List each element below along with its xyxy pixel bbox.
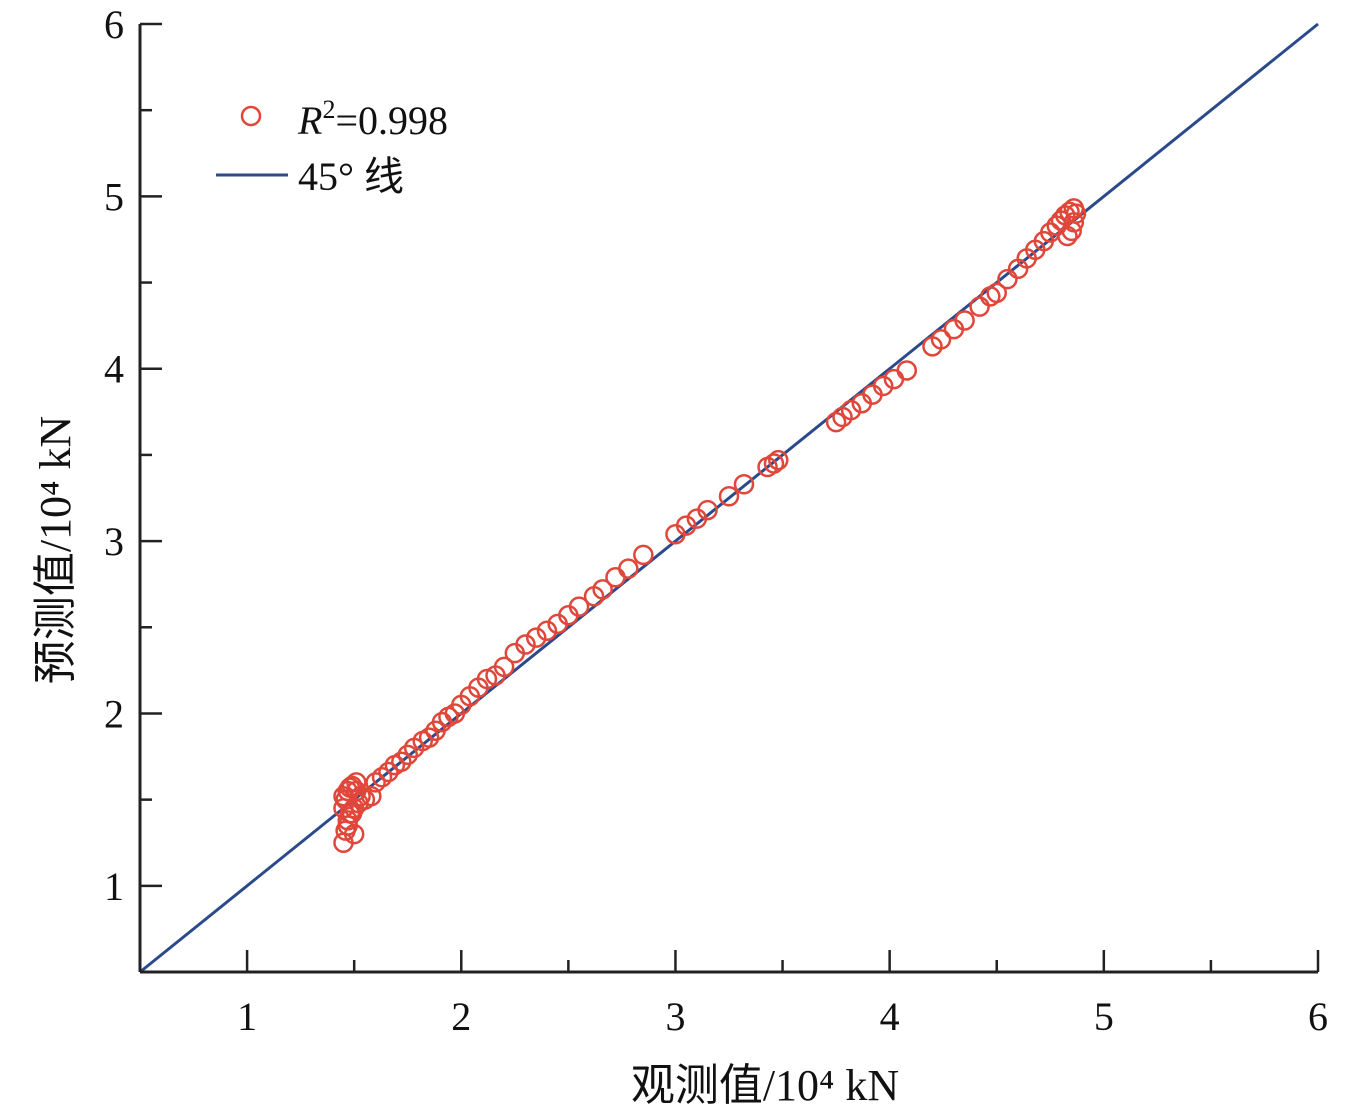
- data-point: [361, 785, 382, 807]
- data-point: [618, 558, 639, 579]
- data-point: [350, 785, 371, 807]
- x-tick-label: 6: [1308, 994, 1328, 1039]
- data-point: [337, 815, 359, 836]
- legend-points-label: R2=0.998: [297, 95, 448, 143]
- data-point: [768, 449, 789, 471]
- data-point: [592, 579, 613, 600]
- x-tick-label: 4: [880, 994, 900, 1039]
- data-point: [341, 803, 363, 824]
- data-point: [997, 268, 1018, 290]
- y-tick-label: 1: [104, 864, 124, 909]
- legend-points-sup: 2: [322, 95, 335, 124]
- data-point: [346, 772, 367, 793]
- data-point: [930, 329, 952, 350]
- data-point: [986, 282, 1007, 304]
- y-tick-label: 2: [104, 691, 124, 736]
- data-point: [697, 499, 718, 521]
- legend-points-value: =0.998: [335, 98, 448, 143]
- data-point: [568, 596, 590, 617]
- y-axis-title: 预测值/10⁴ kN: [31, 416, 80, 684]
- x-tick-label: 1: [237, 994, 257, 1039]
- y-tick-label: 3: [104, 519, 124, 564]
- legend-points-var: R: [297, 98, 322, 143]
- data-point: [1061, 220, 1082, 242]
- y-tick-label: 6: [104, 2, 124, 47]
- axes: 1 2 3 4 5 6 1 2 3 4 5 6: [104, 2, 1328, 1039]
- data-point: [896, 360, 918, 381]
- data-point: [378, 761, 399, 783]
- data-point: [872, 375, 894, 397]
- data-point: [733, 473, 755, 495]
- data-point: [525, 627, 547, 648]
- data-point: [365, 772, 386, 793]
- y-tick-label: 4: [104, 347, 124, 392]
- data-point: [397, 744, 418, 766]
- data-point: [1063, 211, 1085, 233]
- legend-points-marker: [240, 105, 262, 127]
- x-tick-label: 5: [1094, 994, 1114, 1039]
- data-point: [515, 634, 536, 655]
- data-point: [371, 766, 393, 788]
- data-point: [954, 310, 975, 331]
- legend: R2=0.998 45° 线: [216, 95, 448, 199]
- plot-area: [139, 22, 1319, 974]
- x-tick-label: 2: [451, 994, 471, 1039]
- data-point: [840, 399, 862, 421]
- legend-line-label: 45° 线: [298, 154, 404, 199]
- data-point: [391, 751, 412, 772]
- y-tick-label: 5: [104, 174, 124, 219]
- x-axis-title: 观测值/10⁴ kN: [631, 1061, 899, 1110]
- data-point: [825, 411, 847, 433]
- data-point: [969, 296, 990, 317]
- data-point: [633, 544, 654, 566]
- data-point: [763, 453, 785, 474]
- x-tick-label: 3: [665, 994, 685, 1039]
- data-point: [493, 656, 515, 678]
- data-point: [675, 515, 697, 536]
- data-point: [536, 620, 558, 641]
- data-point: [605, 567, 626, 588]
- data-point: [718, 486, 740, 507]
- data-point: [418, 727, 440, 748]
